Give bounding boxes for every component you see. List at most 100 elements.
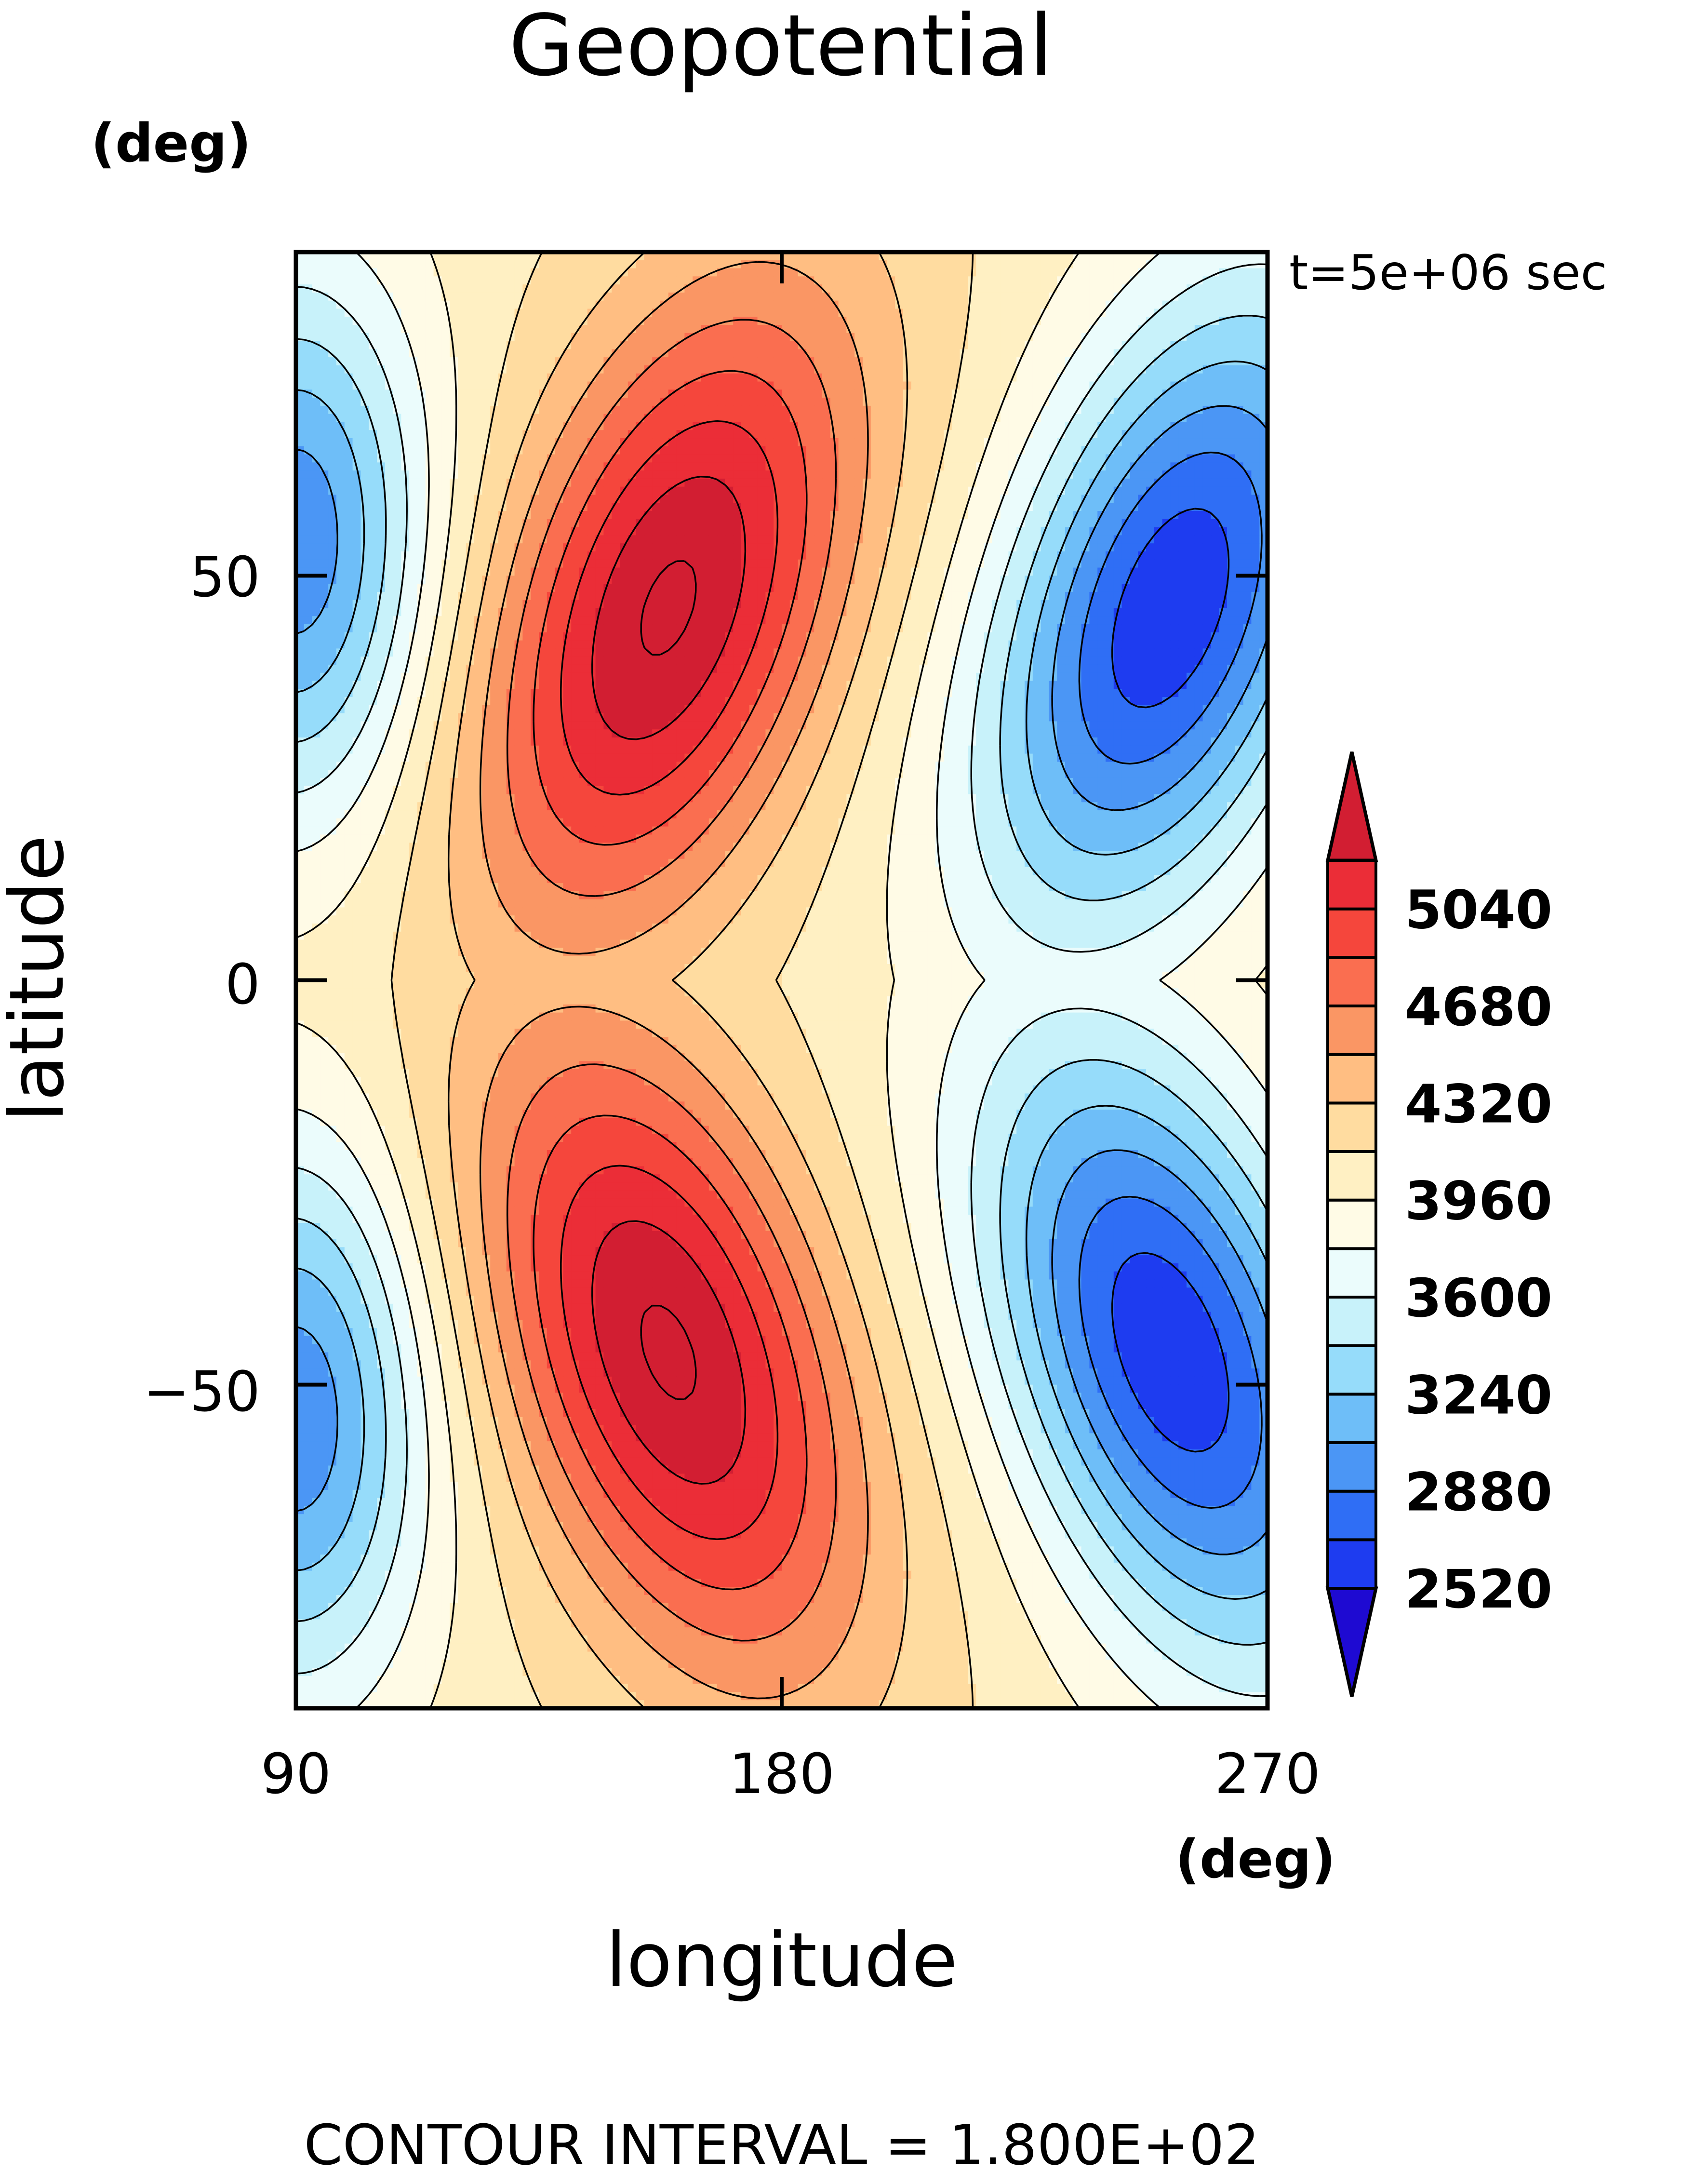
contour-fill-cell	[1194, 519, 1203, 528]
contour-fill-cell	[684, 462, 693, 471]
contour-fill-cell	[992, 389, 1001, 398]
contour-fill-cell	[328, 333, 337, 342]
contour-fill-cell	[425, 486, 434, 496]
contour-fill-cell	[514, 519, 523, 528]
contour-fill-cell	[684, 389, 693, 398]
contour-fill-cell	[733, 341, 742, 350]
contour-fill-cell	[612, 381, 620, 390]
contour-fill-cell	[595, 268, 604, 277]
contour-fill-cell	[838, 478, 847, 487]
contour-fill-cell	[644, 559, 653, 568]
contour-fill-cell	[522, 535, 531, 544]
contour-fill-cell	[1089, 559, 1098, 568]
contour-fill-cell	[1025, 478, 1033, 487]
contour-fill-cell	[830, 260, 839, 269]
contour-fill-cell	[1170, 454, 1179, 463]
contour-fill-cell	[887, 357, 895, 366]
contour-fill-cell	[352, 292, 361, 301]
contour-fill-cell	[684, 551, 693, 560]
contour-fill-cell	[693, 446, 701, 455]
contour-fill-cell	[976, 535, 985, 544]
contour-fill-cell	[1202, 341, 1212, 350]
contour-fill-cell	[1041, 349, 1050, 358]
contour-fill-cell	[951, 308, 961, 318]
contour-fill-cell	[409, 430, 418, 439]
contour-fill-cell	[458, 519, 467, 528]
contour-fill-cell	[409, 300, 418, 309]
contour-fill-cell	[409, 454, 418, 463]
contour-fill-cell	[1130, 292, 1138, 301]
contour-fill-cell	[814, 438, 823, 447]
contour-fill-cell	[741, 495, 750, 504]
contour-fill-cell	[612, 373, 620, 382]
contour-fill-cell	[1130, 438, 1138, 447]
contour-fill-cell	[789, 519, 799, 528]
contour-fill-cell	[854, 373, 863, 382]
contour-fill-cell	[1227, 414, 1236, 423]
contour-fill-cell	[377, 349, 386, 358]
contour-fill-cell	[717, 333, 726, 342]
contour-fill-cell	[579, 486, 588, 496]
contour-fill-cell	[1032, 308, 1041, 318]
contour-fill-cell	[458, 527, 467, 536]
contour-fill-cell	[450, 567, 458, 576]
contour-fill-cell	[903, 470, 912, 479]
contour-fill-cell	[1178, 381, 1187, 390]
contour-fill-cell	[1008, 389, 1017, 398]
contour-fill-cell	[352, 438, 361, 447]
contour-fill-cell	[887, 300, 895, 309]
contour-fill-cell	[1089, 389, 1098, 398]
contour-fill-cell	[563, 292, 572, 301]
contour-fill-cell	[490, 292, 499, 301]
contour-fill-cell	[352, 535, 361, 544]
contour-fill-cell	[1162, 438, 1171, 447]
contour-fill-cell	[482, 341, 491, 350]
contour-fill-cell	[531, 430, 539, 439]
contour-fill-cell	[344, 478, 353, 487]
contour-fill-cell	[838, 559, 847, 568]
contour-fill-cell	[1243, 268, 1252, 277]
contour-fill-cell	[1154, 308, 1163, 318]
contour-fill-cell	[774, 398, 782, 406]
contour-fill-cell	[587, 349, 596, 358]
contour-fill-cell	[1032, 527, 1041, 536]
contour-fill-cell	[814, 543, 823, 552]
contour-fill-cell	[441, 381, 450, 390]
contour-fill-cell	[870, 430, 880, 439]
contour-fill-cell	[765, 543, 774, 552]
contour-fill-cell	[1065, 333, 1074, 342]
contour-fill-cell	[1211, 478, 1219, 487]
contour-fill-cell	[1154, 300, 1163, 309]
contour-fill-cell	[701, 276, 709, 285]
contour-fill-cell	[563, 446, 572, 455]
contour-fill-cell	[976, 495, 985, 504]
contour-fill-cell	[830, 268, 839, 277]
contour-fill-cell	[927, 535, 936, 544]
contour-fill-cell	[555, 470, 564, 479]
contour-fill-cell	[749, 357, 758, 366]
contour-fill-cell	[814, 405, 823, 415]
contour-fill-cell	[676, 422, 685, 431]
contour-fill-cell	[441, 454, 450, 463]
contour-fill-cell	[409, 414, 418, 423]
contour-fill-cell	[854, 511, 863, 520]
contour-fill-cell	[539, 398, 547, 406]
contour-fill-cell	[1178, 535, 1187, 544]
contour-fill-cell	[854, 268, 863, 277]
contour-fill-cell	[506, 535, 515, 544]
contour-fill-cell	[514, 398, 523, 406]
contour-fill-cell	[514, 422, 523, 431]
contour-fill-cell	[927, 317, 936, 325]
contour-fill-cell	[951, 559, 961, 568]
contour-fill-cell	[1041, 317, 1050, 325]
contour-fill-cell	[1227, 284, 1236, 293]
contour-fill-cell	[563, 276, 572, 285]
contour-fill-cell	[1106, 430, 1114, 439]
contour-fill-cell	[919, 422, 928, 431]
contour-fill-cell	[1041, 422, 1050, 431]
contour-fill-cell	[725, 349, 734, 358]
contour-fill-cell	[693, 462, 701, 471]
contour-fill-cell	[774, 373, 782, 382]
contour-fill-cell	[1178, 276, 1187, 285]
contour-fill-cell	[1065, 462, 1074, 471]
